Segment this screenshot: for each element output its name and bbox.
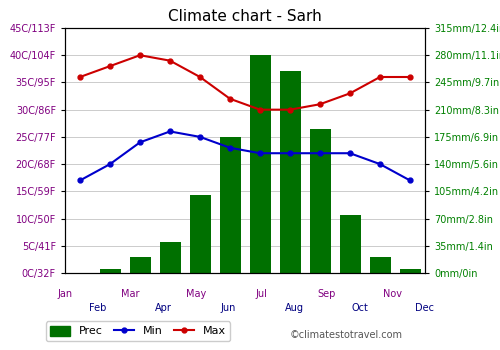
Bar — [100, 269, 120, 273]
Text: Oct: Oct — [351, 303, 368, 313]
Bar — [280, 71, 300, 273]
Bar — [160, 242, 180, 273]
Bar — [130, 258, 150, 273]
Bar — [400, 269, 420, 273]
Text: May: May — [186, 289, 206, 299]
Text: Dec: Dec — [416, 303, 434, 313]
Text: Mar: Mar — [121, 289, 140, 299]
Text: Nov: Nov — [383, 289, 402, 299]
Legend: Prec, Min, Max: Prec, Min, Max — [46, 321, 230, 341]
Text: Jan: Jan — [58, 289, 72, 299]
Bar — [190, 195, 210, 273]
Text: Feb: Feb — [89, 303, 106, 313]
Bar — [250, 55, 270, 273]
Text: Jul: Jul — [256, 289, 268, 299]
Bar — [220, 137, 240, 273]
Text: Aug: Aug — [284, 303, 304, 313]
Text: Sep: Sep — [318, 289, 336, 299]
Text: ©climatestotravel.com: ©climatestotravel.com — [290, 329, 403, 340]
Title: Climate chart - Sarh: Climate chart - Sarh — [168, 9, 322, 24]
Text: Apr: Apr — [154, 303, 172, 313]
Bar — [310, 129, 330, 273]
Bar — [370, 258, 390, 273]
Bar — [340, 215, 360, 273]
Text: Jun: Jun — [221, 303, 236, 313]
